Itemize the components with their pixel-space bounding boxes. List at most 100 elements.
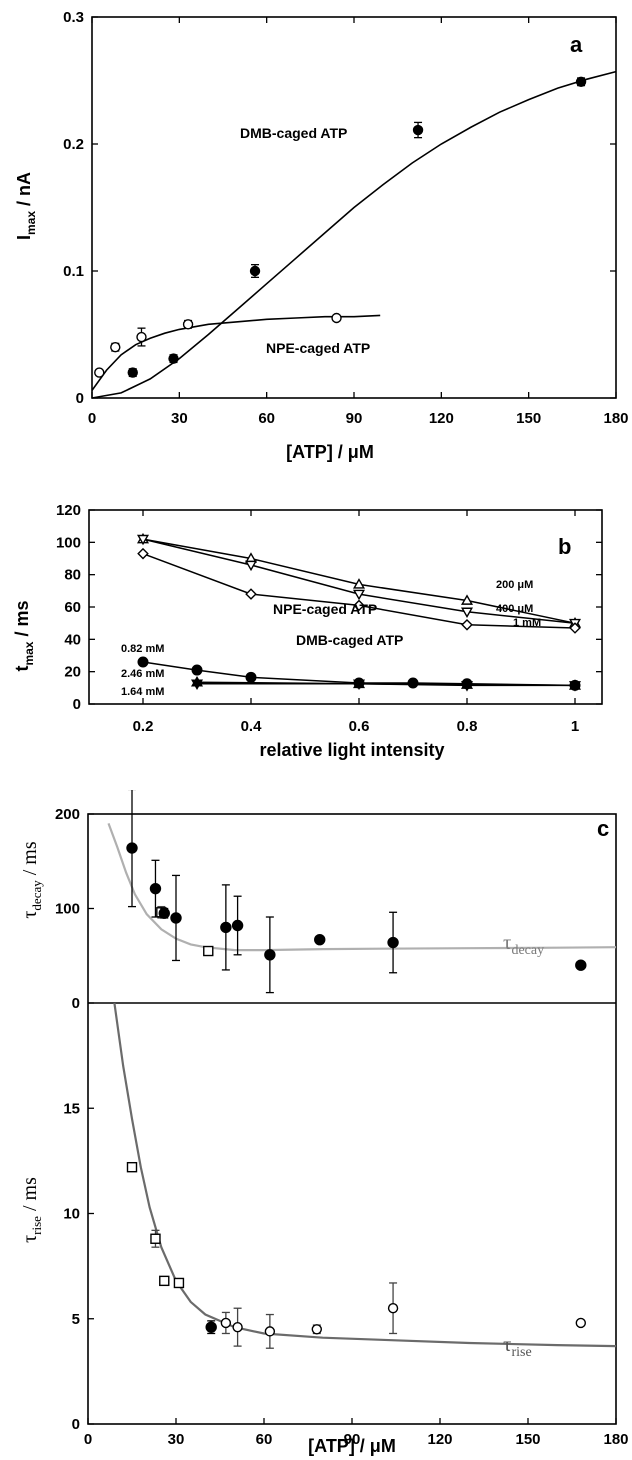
panel-c-point-filled-decay bbox=[126, 842, 138, 854]
panel-a-fit-curve-npe bbox=[91, 314, 381, 391]
panel-b-point-1mm bbox=[569, 622, 581, 634]
panel-b-x-tick-label: 0.2 bbox=[133, 718, 154, 735]
panel-c-x-tick-label: 120 bbox=[427, 1431, 452, 1448]
chart-panel-c: 0 30 60 90 120 150 180 0 100 200 0 5 10 15 c τdecay τ… bbox=[19, 790, 629, 1456]
panel-c-point-open-rise bbox=[150, 1233, 161, 1244]
panel-c-x-tick-label: 90 bbox=[344, 1431, 361, 1448]
panel-b-series-label-1mm: 1 mM bbox=[513, 617, 541, 629]
panel-a-series-label-dmb: DMB-caged ATP bbox=[240, 125, 347, 141]
panel-c-point-open-rise bbox=[387, 1303, 399, 1314]
panel-b-x-tick-label: 0.8 bbox=[457, 718, 478, 735]
panel-a-y-tick-label: 0.3 bbox=[63, 9, 84, 26]
panel-a-x-axis-label: [ATP] / μM bbox=[286, 442, 374, 462]
panel-a-point-dmb bbox=[127, 367, 138, 378]
panel-a-point-npe bbox=[136, 331, 147, 343]
panel-c-rise-y-tick-label: 10 bbox=[63, 1206, 80, 1223]
panel-a-point-npe bbox=[110, 342, 121, 353]
panel-b-x-axis-label: relative light intensity bbox=[259, 740, 444, 760]
panel-c-point-filled-decay bbox=[231, 919, 244, 932]
panel-a-x-tick-label: 90 bbox=[346, 410, 363, 427]
panel-c-point-filled-rise bbox=[205, 1321, 217, 1333]
panel-a-point-dmb bbox=[412, 124, 424, 136]
panel-a-point-dmb bbox=[575, 76, 587, 87]
panel-c-point-filled-decay bbox=[170, 912, 182, 924]
panel-c-point-open-rise bbox=[159, 1275, 170, 1287]
panel-b-y-axis-label: tmax / ms bbox=[12, 600, 36, 671]
panel-a-x-tick-label: 30 bbox=[171, 410, 188, 427]
panel-a-marks bbox=[91, 70, 617, 399]
panel-b-point-082mm bbox=[245, 671, 257, 683]
panel-a-point-dmb bbox=[249, 265, 261, 277]
panel-c-fit-curve-rise bbox=[113, 1002, 617, 1348]
panel-c-point-open-rise bbox=[311, 1324, 322, 1335]
panel-a-point-dmb bbox=[168, 353, 179, 364]
panel-a-point-npe bbox=[331, 312, 342, 324]
panel-b-y-tick-label: 120 bbox=[56, 502, 81, 519]
chart-panel-b: 0.2 0.4 0.6 0.8 1 0 20 40 60 80 100 120 b NPE-caged… bbox=[12, 502, 603, 760]
panel-b-series-label-246mm: 2.46 mM bbox=[121, 668, 164, 680]
panel-b-point-1mm bbox=[137, 547, 149, 560]
panel-b-point-200um bbox=[352, 578, 366, 589]
panel-c-point-open-rise bbox=[232, 1321, 243, 1333]
panel-a-point-npe bbox=[94, 367, 105, 378]
panel-a-y-tick-label: 0.2 bbox=[63, 136, 84, 153]
panel-c-rise-y-tick-label: 0 bbox=[72, 1416, 80, 1433]
panel-c-point-filled-decay bbox=[158, 907, 170, 919]
panel-b-y-tick-label: 20 bbox=[64, 664, 81, 681]
panel-a-frame: 0 30 60 90 120 150 180 0 0.1 0.2 0.3 bbox=[63, 9, 628, 427]
panel-c-point-open-rise bbox=[126, 1161, 138, 1173]
panel-c-point-filled-decay bbox=[149, 882, 162, 895]
panel-c-point-filled-decay bbox=[575, 959, 587, 971]
panel-c-x-tick-label: 60 bbox=[256, 1431, 273, 1448]
panel-c-rise-y-tick-label: 5 bbox=[72, 1311, 80, 1328]
panel-a-y-axis-label: Imax / nA bbox=[14, 172, 38, 240]
panel-c-point-filled-decay bbox=[314, 933, 326, 946]
panel-a-x-tick-label: 60 bbox=[258, 410, 275, 427]
chart-panel-a: 0 30 60 90 120 150 180 0 0.1 0.2 0.3 a DMB-caged A… bbox=[14, 9, 629, 462]
panel-a-point-npe bbox=[182, 319, 194, 330]
panel-b-marks bbox=[136, 532, 582, 692]
panel-c-x-tick-label: 150 bbox=[515, 1431, 540, 1448]
panel-b-y-tick-label: 40 bbox=[64, 631, 81, 648]
panel-b-letter: b bbox=[558, 534, 571, 559]
panel-b-point-082mm bbox=[407, 677, 419, 689]
panel-b-point-1mm bbox=[461, 618, 473, 631]
panel-c-x-tick-label: 0 bbox=[84, 1431, 92, 1448]
panel-b-point-082mm bbox=[137, 656, 149, 668]
panel-c-marks bbox=[107, 790, 617, 1349]
panel-b-series-label-164mm: 1.64 mM bbox=[121, 686, 164, 698]
panel-c-x-tick-label: 30 bbox=[168, 1431, 185, 1448]
panel-c-rise-y-tick-label: 15 bbox=[63, 1100, 80, 1117]
panel-c-curve-label-decay: τdecay bbox=[503, 930, 544, 958]
panel-a-x-tick-label: 120 bbox=[429, 410, 454, 427]
panel-b-y-tick-label: 60 bbox=[64, 599, 81, 616]
panel-b-point-164mm bbox=[190, 679, 204, 691]
panel-c-point-filled-decay bbox=[387, 936, 399, 949]
panel-a-y-tick-label: 0 bbox=[76, 390, 84, 407]
panel-b-point-1mm bbox=[353, 599, 365, 612]
panel-b-point-200um bbox=[460, 594, 474, 605]
panel-c-point-filled-decay bbox=[220, 921, 232, 934]
panel-c-decay-y-tick-label: 0 bbox=[72, 995, 80, 1012]
panel-b-point-400um bbox=[244, 560, 258, 572]
panel-a-y-tick-label: 0.1 bbox=[63, 263, 84, 280]
panel-a-x-tick-label: 150 bbox=[516, 410, 541, 427]
panel-c-y-axis-label-rise: τrise / ms bbox=[19, 1177, 44, 1243]
panel-c-decay-y-tick-label: 100 bbox=[55, 901, 80, 918]
panel-b-y-tick-label: 100 bbox=[56, 534, 81, 551]
panel-b-y-tick-label: 0 bbox=[73, 696, 81, 713]
panel-b-point-400um bbox=[136, 534, 150, 546]
panel-c-curve-label-rise: τrise bbox=[503, 1332, 532, 1360]
panel-b-x-tick-label: 0.4 bbox=[241, 718, 263, 735]
panel-a-x-tick-label: 0 bbox=[88, 410, 96, 427]
panel-c-point-open-decay bbox=[203, 945, 214, 957]
panel-b-point-164mm bbox=[352, 679, 366, 691]
panel-c-x-axis-label: [ATP] / μM bbox=[308, 1436, 396, 1456]
panel-b-series-label-400um: 400 μM bbox=[496, 603, 533, 615]
panel-c-y-axis-label-decay: τdecay / ms bbox=[19, 841, 44, 918]
panel-b-x-tick-label: 1 bbox=[571, 718, 579, 735]
panel-b-y-tick-label: 80 bbox=[64, 567, 81, 584]
panel-c-point-open-rise bbox=[220, 1317, 232, 1329]
panel-c-decay-y-tick-label: 200 bbox=[55, 806, 80, 823]
panel-a-series-label-npe: NPE-caged ATP bbox=[266, 340, 370, 356]
